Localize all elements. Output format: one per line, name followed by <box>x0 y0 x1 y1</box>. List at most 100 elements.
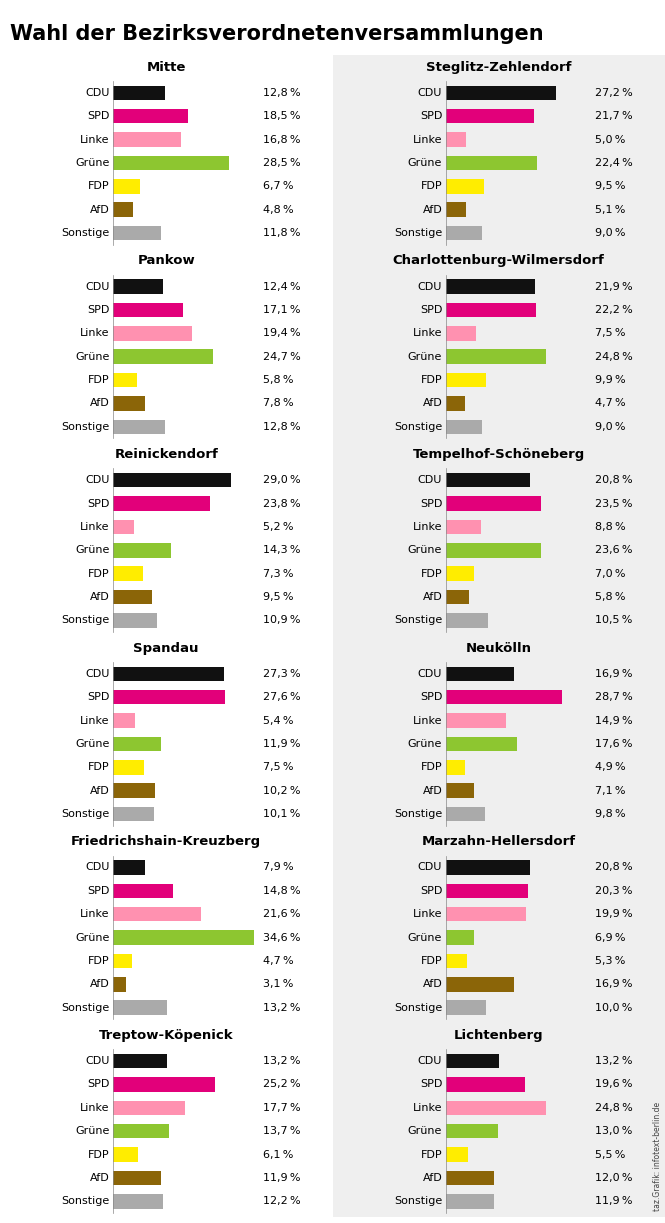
Text: FDP: FDP <box>88 1150 110 1159</box>
Text: 5,4 %: 5,4 % <box>263 715 293 725</box>
Text: Lichtenberg: Lichtenberg <box>454 1029 543 1042</box>
Bar <box>446 1077 525 1092</box>
Text: 13,2 %: 13,2 % <box>263 1003 300 1013</box>
Text: FDP: FDP <box>88 956 110 966</box>
Text: FDP: FDP <box>88 762 110 772</box>
Bar <box>113 860 145 874</box>
Bar <box>113 784 154 797</box>
Text: Marzahn-Hellersdorf: Marzahn-Hellersdorf <box>422 835 576 849</box>
Text: SPD: SPD <box>87 499 110 509</box>
Text: Sonstige: Sonstige <box>61 229 110 238</box>
Text: 18,5 %: 18,5 % <box>263 111 300 121</box>
Text: 3,1 %: 3,1 % <box>263 980 293 989</box>
Text: CDU: CDU <box>85 1057 110 1066</box>
Bar <box>113 302 182 317</box>
Text: Pankow: Pankow <box>138 254 195 268</box>
Text: CDU: CDU <box>85 88 110 98</box>
Text: Sonstige: Sonstige <box>394 810 442 819</box>
Bar <box>113 883 173 898</box>
Text: Grüne: Grüne <box>408 739 442 748</box>
Bar <box>446 396 465 411</box>
Text: 25,2 %: 25,2 % <box>263 1080 301 1090</box>
Text: Grüne: Grüne <box>408 1126 442 1136</box>
Bar <box>446 543 541 558</box>
Text: 11,9 %: 11,9 % <box>263 739 300 748</box>
Text: AfD: AfD <box>90 204 110 215</box>
Bar <box>446 589 469 604</box>
Text: 23,5 %: 23,5 % <box>595 499 632 509</box>
Bar <box>113 667 224 681</box>
Bar <box>446 954 467 969</box>
Bar <box>446 302 536 317</box>
Text: Grüne: Grüne <box>75 1126 110 1136</box>
Text: Sonstige: Sonstige <box>61 615 110 625</box>
Bar <box>446 155 537 170</box>
Bar <box>113 155 229 170</box>
Bar <box>113 373 136 388</box>
Text: Grüne: Grüne <box>75 158 110 168</box>
Text: 7,5 %: 7,5 % <box>595 328 626 339</box>
Text: AfD: AfD <box>422 785 442 796</box>
Bar <box>446 132 466 147</box>
Text: FDP: FDP <box>420 762 442 772</box>
Bar <box>113 1000 167 1015</box>
Text: 12,2 %: 12,2 % <box>263 1196 301 1206</box>
Text: AfD: AfD <box>90 399 110 408</box>
Text: Grüne: Grüne <box>408 545 442 555</box>
Bar <box>446 520 481 534</box>
Text: 9,5 %: 9,5 % <box>263 592 293 602</box>
Bar <box>446 759 465 774</box>
Text: CDU: CDU <box>85 669 110 679</box>
Text: 13,2 %: 13,2 % <box>263 1057 300 1066</box>
Text: FDP: FDP <box>420 375 442 385</box>
Text: 19,6 %: 19,6 % <box>595 1080 632 1090</box>
Text: 24,7 %: 24,7 % <box>263 352 301 362</box>
Text: Grüne: Grüne <box>75 352 110 362</box>
Bar <box>113 807 154 822</box>
Bar <box>113 497 209 511</box>
Bar <box>113 589 152 604</box>
Text: 23,8 %: 23,8 % <box>263 499 301 509</box>
Bar <box>113 473 231 488</box>
Text: taz.Grafik: infotext-berlin.de: taz.Grafik: infotext-berlin.de <box>652 1102 662 1211</box>
Text: 22,4 %: 22,4 % <box>595 158 633 168</box>
Text: Spandau: Spandau <box>134 642 199 654</box>
Bar <box>446 1054 499 1069</box>
Text: Treptow-Köpenick: Treptow-Köpenick <box>99 1029 233 1042</box>
Text: 14,3 %: 14,3 % <box>263 545 300 555</box>
Text: 5,3 %: 5,3 % <box>595 956 626 966</box>
Text: 9,0 %: 9,0 % <box>595 422 626 432</box>
Text: CDU: CDU <box>418 88 442 98</box>
Bar <box>113 226 161 241</box>
Text: 5,0 %: 5,0 % <box>595 135 626 144</box>
Text: 22,2 %: 22,2 % <box>595 305 633 314</box>
Text: 10,1 %: 10,1 % <box>263 810 300 819</box>
Bar <box>113 931 253 945</box>
Text: Grüne: Grüne <box>408 352 442 362</box>
Bar <box>446 497 541 511</box>
Bar <box>113 132 182 147</box>
Text: Mitte: Mitte <box>146 61 186 73</box>
Text: 5,1 %: 5,1 % <box>595 204 626 215</box>
Text: 12,4 %: 12,4 % <box>263 281 301 291</box>
Text: 16,9 %: 16,9 % <box>595 669 632 679</box>
Text: FDP: FDP <box>88 569 110 578</box>
Bar <box>113 543 171 558</box>
Text: Friedrichshain-Kreuzberg: Friedrichshain-Kreuzberg <box>71 835 261 849</box>
Text: 7,3 %: 7,3 % <box>263 569 293 578</box>
Text: Linke: Linke <box>413 1103 442 1113</box>
Text: Grüne: Grüne <box>408 933 442 943</box>
Text: Linke: Linke <box>80 909 110 920</box>
Text: CDU: CDU <box>85 281 110 291</box>
Bar <box>446 179 484 193</box>
Text: 9,5 %: 9,5 % <box>595 181 626 191</box>
Bar <box>446 883 528 898</box>
Text: 4,9 %: 4,9 % <box>595 762 626 772</box>
Text: SPD: SPD <box>87 885 110 895</box>
Bar <box>113 1054 167 1069</box>
Bar <box>446 226 482 241</box>
Text: 12,8 %: 12,8 % <box>263 422 301 432</box>
Bar <box>446 327 476 340</box>
Text: CDU: CDU <box>418 1057 442 1066</box>
Text: 4,7 %: 4,7 % <box>263 956 293 966</box>
